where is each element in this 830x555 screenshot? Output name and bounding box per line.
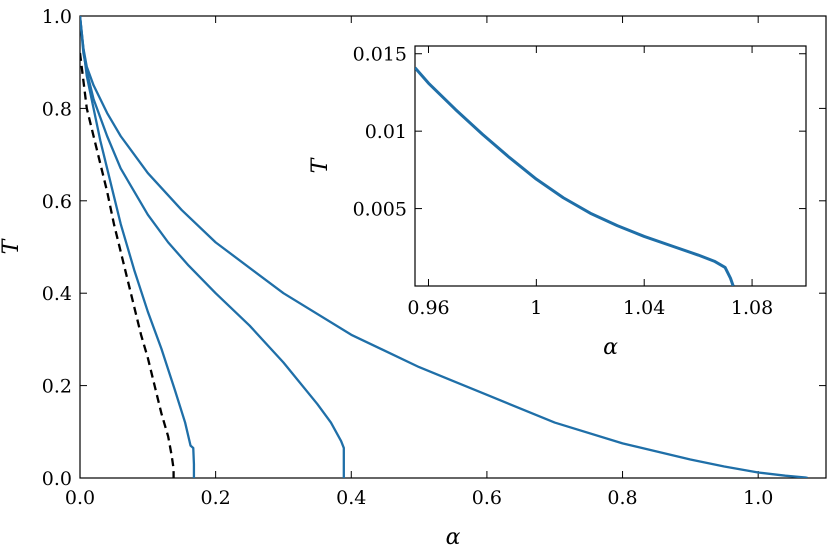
main-y-tick-label: 0.6 (42, 191, 72, 213)
main-series-line-3 (80, 16, 808, 478)
main-y-tick-label: 1.0 (42, 6, 72, 28)
main-y-tick-label: 0.0 (42, 468, 72, 490)
main-y-tick-label: 0.4 (42, 283, 72, 305)
inset-series-line-0 (415, 66, 735, 286)
inset-y-tick-label: 0.015 (353, 44, 407, 66)
main-axes-frame (79, 15, 827, 479)
main-x-tick-label: 0.8 (607, 487, 637, 509)
inset-y-tick-label: 0.005 (353, 199, 407, 221)
main-y-axis-label: T (0, 237, 24, 254)
main-dashed-series-line (80, 52, 175, 478)
main-x-tick-label: 0.2 (201, 487, 231, 509)
inset-x-tick-label: 1 (530, 297, 542, 319)
main-x-tick-label: 0.4 (336, 487, 366, 509)
inset-axes-frame (414, 45, 807, 287)
inset-y-axis-label: T (308, 156, 333, 173)
inset-plot: 0.96 1 1.04 1.08 0.005 0.01 0.015 α T (308, 44, 807, 360)
main-y-tick-label: 0.8 (42, 98, 72, 120)
main-x-tick-label: 1.0 (743, 487, 773, 509)
main-y-tick-label: 0.2 (42, 376, 72, 398)
main-x-tick-label: 0.0 (65, 487, 95, 509)
inset-x-tick-label: 1.08 (731, 297, 773, 319)
main-plot: 0.0 0.2 0.4 0.6 0.8 1.0 0.0 0.2 0.4 0.6 0.8 1.0 α T (0, 6, 827, 550)
main-series-line-2 (80, 16, 345, 478)
main-x-axis-label: α (446, 525, 461, 550)
inset-y-tick-label: 0.01 (365, 121, 407, 143)
inset-x-tick-label: 1.04 (623, 297, 665, 319)
inset-x-axis-label: α (603, 335, 618, 360)
main-x-tick-label: 0.6 (472, 487, 502, 509)
inset-x-tick-label: 0.96 (407, 297, 449, 319)
main-series-line-1 (80, 16, 196, 478)
